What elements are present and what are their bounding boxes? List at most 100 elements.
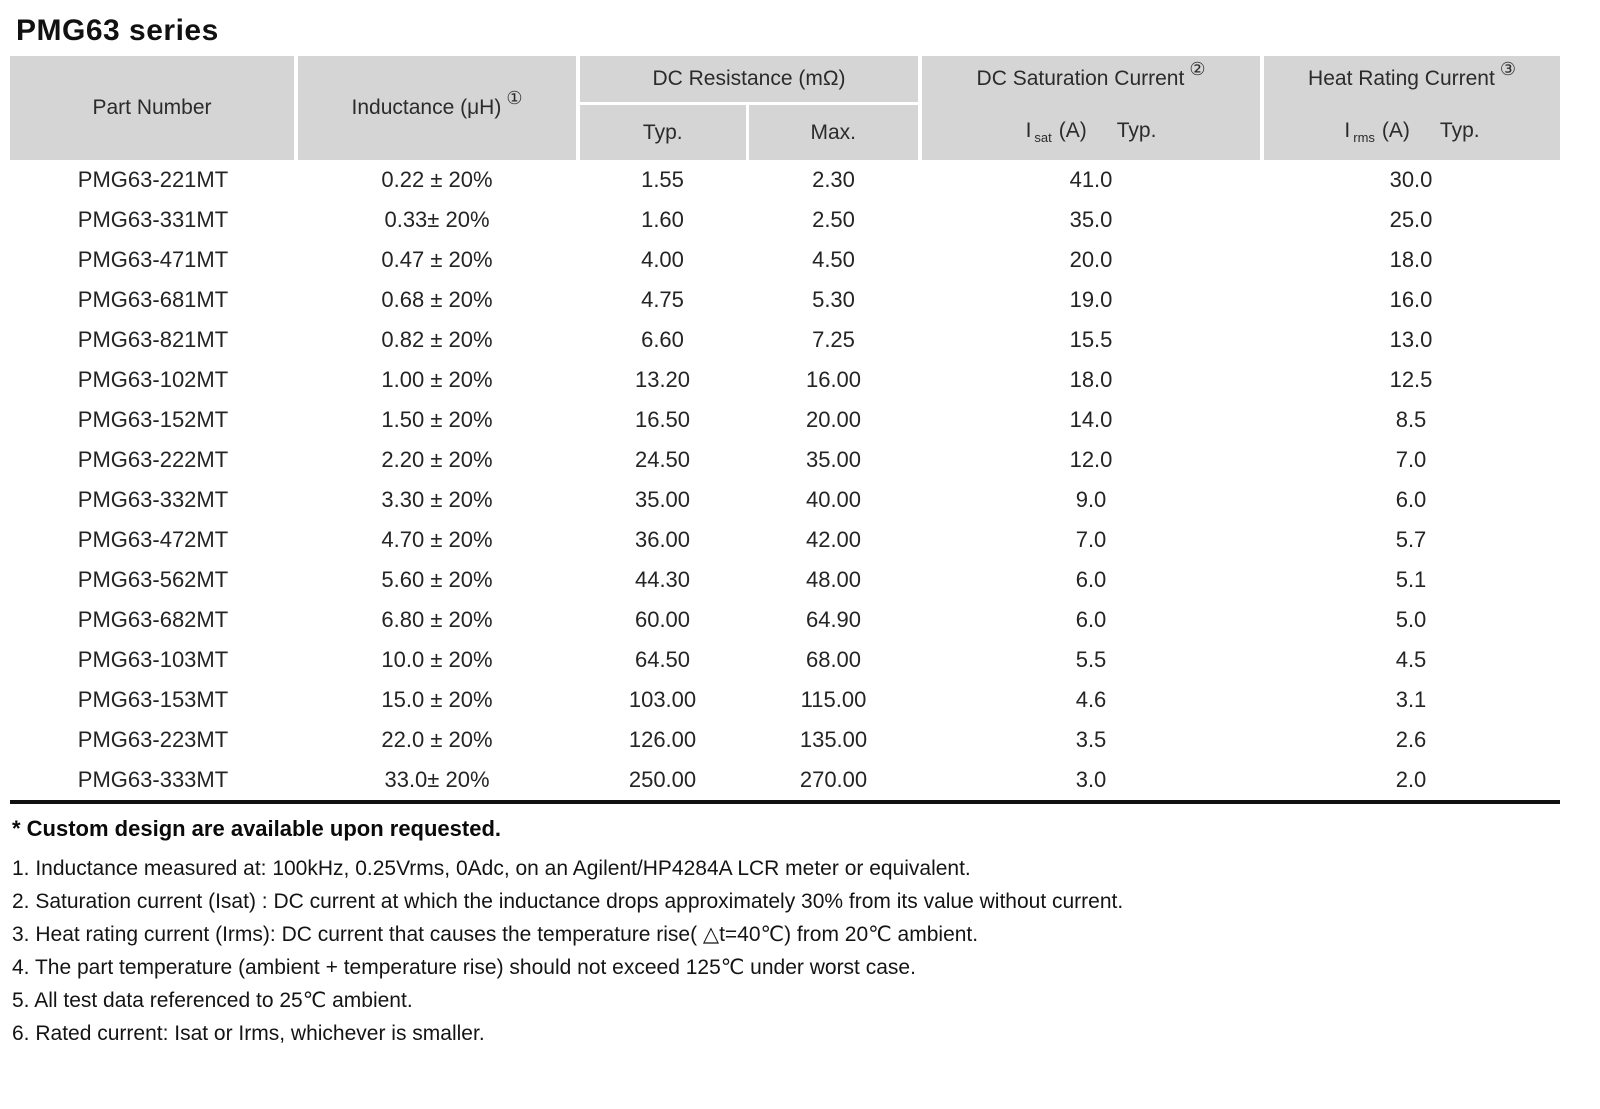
table-row: PMG63-222MT 2.20 ± 20% 24.50 35.00 12.0 7.0 xyxy=(10,440,1560,480)
isat-cell: 3.5 xyxy=(920,720,1262,760)
dcr-typ-cell: 16.50 xyxy=(578,400,747,440)
table-row: PMG63-682MT 6.80 ± 20% 60.00 64.90 6.0 5.0 xyxy=(10,600,1560,640)
isat-cell: 4.6 xyxy=(920,680,1262,720)
irms-cell: 5.7 xyxy=(1262,520,1560,560)
saturation-current-label: DC Saturation Current ② xyxy=(976,58,1206,91)
irms-cell: 12.5 xyxy=(1262,360,1560,400)
dcr-typ-cell: 4.75 xyxy=(578,280,747,320)
isat-cell: 18.0 xyxy=(920,360,1262,400)
table-row: PMG63-223MT 22.0 ± 20% 126.00 135.00 3.5 2.6 xyxy=(10,720,1560,760)
inductance-cell: 0.82 ± 20% xyxy=(296,320,578,360)
part-number-cell: PMG63-103MT xyxy=(10,640,296,680)
dc-resistance-label: DC Resistance (mΩ) xyxy=(652,67,846,90)
isat-cell: 14.0 xyxy=(920,400,1262,440)
inductance-cell: 2.20 ± 20% xyxy=(296,440,578,480)
isat-unit: (A) xyxy=(1058,119,1087,142)
dcr-max-cell: 4.50 xyxy=(747,240,920,280)
isat-cell: 6.0 xyxy=(920,560,1262,600)
irms-cell: 7.0 xyxy=(1262,440,1560,480)
irms-unit: (A) xyxy=(1381,119,1410,142)
col-header-typ: Typ. xyxy=(578,103,749,160)
table-row: PMG63-562MT 5.60 ± 20% 44.30 48.00 6.0 5.1 xyxy=(10,560,1560,600)
dcr-max-cell: 2.50 xyxy=(747,200,920,240)
part-number-cell: PMG63-681MT xyxy=(10,280,296,320)
irms-subscript: rms xyxy=(1353,129,1375,145)
table-row: PMG63-103MT 10.0 ± 20% 64.50 68.00 5.5 4.5 xyxy=(10,640,1560,680)
irms-cell: 5.0 xyxy=(1262,600,1560,640)
footnote-item: 3. Heat rating current (Irms): DC curren… xyxy=(12,923,979,946)
dcr-max-cell: 115.00 xyxy=(747,680,920,720)
dcr-max-cell: 7.25 xyxy=(747,320,920,360)
isat-cell: 15.5 xyxy=(920,320,1262,360)
col-header-inductance: Inductance (μH) ① xyxy=(296,56,580,160)
irms-cell: 30.0 xyxy=(1262,160,1560,200)
irms-typ-label: Typ. xyxy=(1439,119,1480,142)
isat-cell: 5.5 xyxy=(920,640,1262,680)
isat-symbol: I xyxy=(1025,119,1032,142)
table-row: PMG63-471MT 0.47 ± 20% 4.00 4.50 20.0 18.0 xyxy=(10,240,1560,280)
part-number-cell: PMG63-333MT xyxy=(10,760,296,802)
dcr-max-cell: 68.00 xyxy=(747,640,920,680)
isat-cell: 35.0 xyxy=(920,200,1262,240)
irms-cell: 2.0 xyxy=(1262,760,1560,802)
heat-rating-label: Heat Rating Current ③ xyxy=(1308,58,1516,91)
inductance-cell: 3.30 ± 20% xyxy=(296,480,578,520)
dcr-max-cell: 270.00 xyxy=(747,760,920,802)
dcr-typ-cell: 44.30 xyxy=(578,560,747,600)
spec-table-body: PMG63-221MT 0.22 ± 20% 1.55 2.30 41.0 30.0 PMG… xyxy=(10,160,1560,802)
isat-cell: 12.0 xyxy=(920,440,1262,480)
dcr-typ-cell: 1.60 xyxy=(578,200,747,240)
inductance-label: Inductance (μH) xyxy=(351,96,502,119)
irms-cell: 2.6 xyxy=(1262,720,1560,760)
table-row: PMG63-681MT 0.68 ± 20% 4.75 5.30 19.0 16.0 xyxy=(10,280,1560,320)
isat-cell: 3.0 xyxy=(920,760,1262,802)
footnote-item: 4. The part temperature (ambient + tempe… xyxy=(12,956,916,979)
dcr-max-cell: 40.00 xyxy=(747,480,920,520)
inductance-cell: 10.0 ± 20% xyxy=(296,640,578,680)
inductance-cell: 0.68 ± 20% xyxy=(296,280,578,320)
table-row: PMG63-821MT 0.82 ± 20% 6.60 7.25 15.5 13.0 xyxy=(10,320,1560,360)
table-row: PMG63-221MT 0.22 ± 20% 1.55 2.30 41.0 30.0 xyxy=(10,160,1560,200)
dcr-typ-cell: 4.00 xyxy=(578,240,747,280)
dcr-typ-cell: 60.00 xyxy=(578,600,747,640)
page-title: PMG63 series xyxy=(16,14,219,47)
dcr-max-cell: 5.30 xyxy=(747,280,920,320)
inductance-cell: 22.0 ± 20% xyxy=(296,720,578,760)
part-number-cell: PMG63-682MT xyxy=(10,600,296,640)
dcr-max-cell: 35.00 xyxy=(747,440,920,480)
dcr-typ-cell: 250.00 xyxy=(578,760,747,802)
dcr-max-cell: 64.90 xyxy=(747,600,920,640)
part-number-cell: PMG63-331MT xyxy=(10,200,296,240)
part-number-cell: PMG63-821MT xyxy=(10,320,296,360)
inductance-cell: 0.22 ± 20% xyxy=(296,160,578,200)
irms-symbol: I xyxy=(1344,119,1351,142)
part-number-cell: PMG63-222MT xyxy=(10,440,296,480)
dcr-max-cell: 16.00 xyxy=(747,360,920,400)
isat-cell: 41.0 xyxy=(920,160,1262,200)
footnote-ref-1: ① xyxy=(506,88,523,108)
part-number-cell: PMG63-472MT xyxy=(10,520,296,560)
isat-cell: 20.0 xyxy=(920,240,1262,280)
irms-cell: 8.5 xyxy=(1262,400,1560,440)
isat-cell: 19.0 xyxy=(920,280,1262,320)
spec-table-header: Part Number Inductance (μH) ① DC Resistan… xyxy=(10,56,1560,160)
custom-design-note: * Custom design are available upon reque… xyxy=(12,816,502,841)
inductance-cell: 6.80 ± 20% xyxy=(296,600,578,640)
inductance-cell: 33.0± 20% xyxy=(296,760,578,802)
dcr-max-cell: 42.00 xyxy=(747,520,920,560)
dcr-typ-cell: 126.00 xyxy=(578,720,747,760)
isat-cell: 7.0 xyxy=(920,520,1262,560)
irms-cell: 3.1 xyxy=(1262,680,1560,720)
dcr-max-cell: 20.00 xyxy=(747,400,920,440)
inductance-cell: 15.0 ± 20% xyxy=(296,680,578,720)
table-row: PMG63-331MT 0.33± 20% 1.60 2.50 35.0 25.0 xyxy=(10,200,1560,240)
part-number-cell: PMG63-562MT xyxy=(10,560,296,600)
isat-typ-label: Typ. xyxy=(1116,119,1157,142)
dcr-max-cell: 2.30 xyxy=(747,160,920,200)
inductance-cell: 0.47 ± 20% xyxy=(296,240,578,280)
part-number-cell: PMG63-153MT xyxy=(10,680,296,720)
dcr-typ-cell: 1.55 xyxy=(578,160,747,200)
table-row: PMG63-333MT 33.0± 20% 250.00 270.00 3.0 2.0 xyxy=(10,760,1560,802)
